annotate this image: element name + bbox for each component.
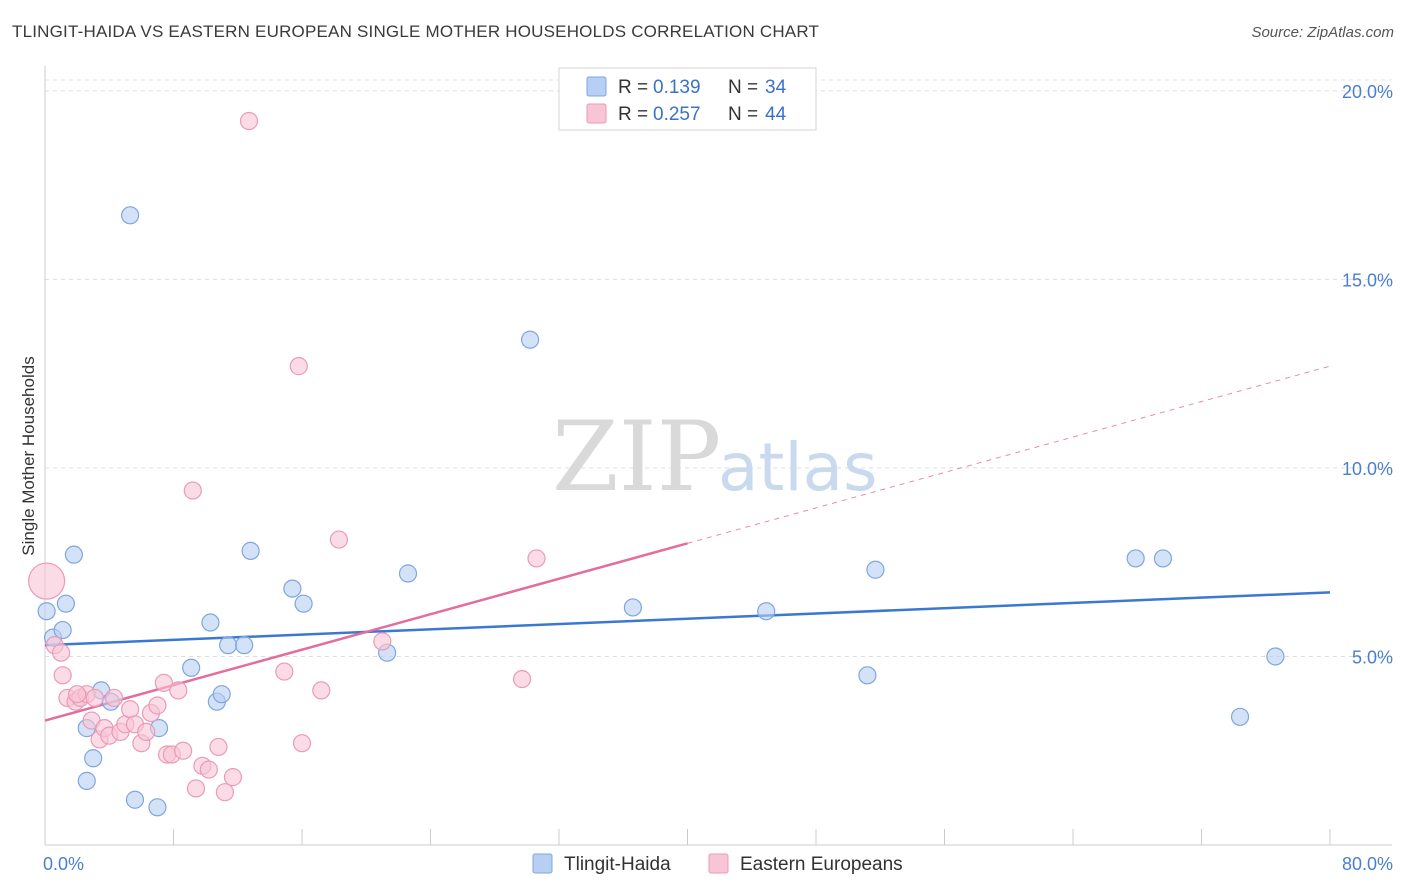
y-tick-label: 15.0% [1342, 270, 1393, 290]
tlingit-haida-point [1126, 549, 1145, 568]
y-axis-label: Single Mother Households [19, 356, 38, 555]
legend-r-label-0: R = [618, 77, 648, 98]
legend-n-label-0: N = [728, 77, 758, 98]
bottom-legend-swatch-tlingit-haida [532, 853, 553, 874]
x-tick-label-max: 80.0% [1342, 854, 1393, 874]
x-tick-labels: 0.0% 80.0% [43, 854, 1393, 874]
tlingit-haida-point [1230, 707, 1250, 726]
tlingit-haida-point [1266, 647, 1285, 666]
chart-source: Source: ZipAtlas.com [1251, 24, 1394, 41]
bottom-legend-label-tlingit-haida: Tlingit-Haida [564, 854, 671, 875]
series-legend: Tlingit-Haida Eastern Europeans [532, 853, 903, 875]
eastern-europeans-point [512, 669, 532, 689]
eastern-europeans-point [239, 111, 259, 131]
eastern-europeans-point [527, 549, 546, 568]
tlingit-haida-point [235, 636, 254, 655]
tlingit-haida-point [148, 798, 167, 817]
eastern-europeans-point [223, 768, 243, 787]
watermark-atlas: atlas [718, 429, 878, 506]
eastern-europeans-point [183, 481, 202, 500]
eastern-europeans-point [209, 737, 228, 757]
tlingit-haida-point [219, 636, 238, 655]
eastern-europeans-point [289, 357, 308, 376]
y-tick-labels: 5.0% 10.0% 15.0% 20.0% [1342, 82, 1393, 668]
eastern-europeans-point [28, 562, 66, 600]
tlingit-haida-point [201, 613, 220, 632]
eastern-europeans-trendline [44, 542, 688, 722]
tlingit-haida-point [77, 771, 96, 790]
data-points [28, 111, 1285, 817]
bottom-legend-swatch-eastern-europeans [708, 853, 729, 874]
gridlines [45, 79, 1392, 657]
tlingit-haida-trendline [44, 591, 1331, 647]
tlingit-haida-point [121, 206, 140, 225]
legend-swatch-tlingit-haida [586, 76, 607, 97]
tlingit-haida-point [294, 594, 313, 613]
tlingit-haida-point [56, 594, 75, 613]
legend-r-value-0: 0.139 [653, 77, 701, 98]
y-tick-label: 20.0% [1342, 82, 1393, 102]
tlingit-haida-point [398, 564, 418, 583]
eastern-europeans-point [275, 662, 294, 681]
eastern-europeans-point [292, 734, 312, 753]
eastern-europeans-point [169, 681, 188, 700]
tlingit-haida-point [241, 541, 260, 560]
eastern-europeans-point [53, 666, 72, 685]
tlingit-haida-point [84, 749, 103, 768]
eastern-europeans-point [68, 685, 87, 704]
stats-legend: R = 0.139 N = 34 R = 0.257 N = 44 [558, 67, 817, 131]
tlingit-haida-point [757, 602, 776, 621]
eastern-europeans-point [121, 700, 140, 719]
tlingit-haida-point [283, 579, 302, 598]
eastern-europeans-point [186, 779, 206, 798]
eastern-europeans-point [154, 673, 173, 692]
tlingit-haida-point [64, 545, 84, 564]
legend-r-label-1: R = [618, 104, 648, 125]
eastern-europeans-trendline-extension [687, 365, 1331, 544]
legend-n-label-1: N = [728, 104, 758, 125]
eastern-europeans-point [215, 783, 234, 802]
legend-r-value-1: 0.257 [653, 104, 701, 125]
axes [44, 66, 1392, 846]
trendlines [44, 365, 1331, 722]
legend-n-value-0: 34 [765, 77, 787, 98]
eastern-europeans-point [104, 688, 124, 708]
tlingit-haida-point [520, 330, 540, 349]
eastern-europeans-point [85, 688, 104, 708]
tlingit-haida-point [53, 620, 72, 640]
tlingit-haida-point [866, 560, 885, 579]
tlingit-haida-point [1153, 549, 1173, 568]
eastern-europeans-point [174, 741, 193, 760]
eastern-europeans-point [373, 632, 392, 651]
watermark-zip: ZIP [552, 401, 721, 513]
x-tick-label-min: 0.0% [43, 854, 84, 874]
legend-n-value-1: 44 [765, 104, 787, 125]
y-tick-label: 10.0% [1342, 459, 1393, 479]
tlingit-haida-point [182, 658, 201, 677]
tlingit-haida-point [125, 790, 145, 809]
eastern-europeans-point [137, 722, 156, 741]
eastern-europeans-point [199, 760, 218, 779]
eastern-europeans-point [51, 643, 71, 662]
eastern-europeans-point [312, 681, 331, 700]
eastern-europeans-point [148, 696, 167, 715]
chart-title: TLINGIT-HAIDA VS EASTERN EUROPEAN SINGLE… [12, 22, 820, 41]
bottom-legend-label-eastern-europeans: Eastern Europeans [740, 854, 903, 875]
legend-swatch-eastern-europeans [586, 103, 607, 124]
tlingit-haida-point [623, 598, 642, 617]
tlingit-haida-point [858, 666, 877, 685]
y-tick-label: 5.0% [1352, 647, 1393, 667]
tlingit-haida-point [37, 602, 56, 621]
tlingit-haida-point [212, 685, 231, 704]
eastern-europeans-point [329, 530, 349, 549]
